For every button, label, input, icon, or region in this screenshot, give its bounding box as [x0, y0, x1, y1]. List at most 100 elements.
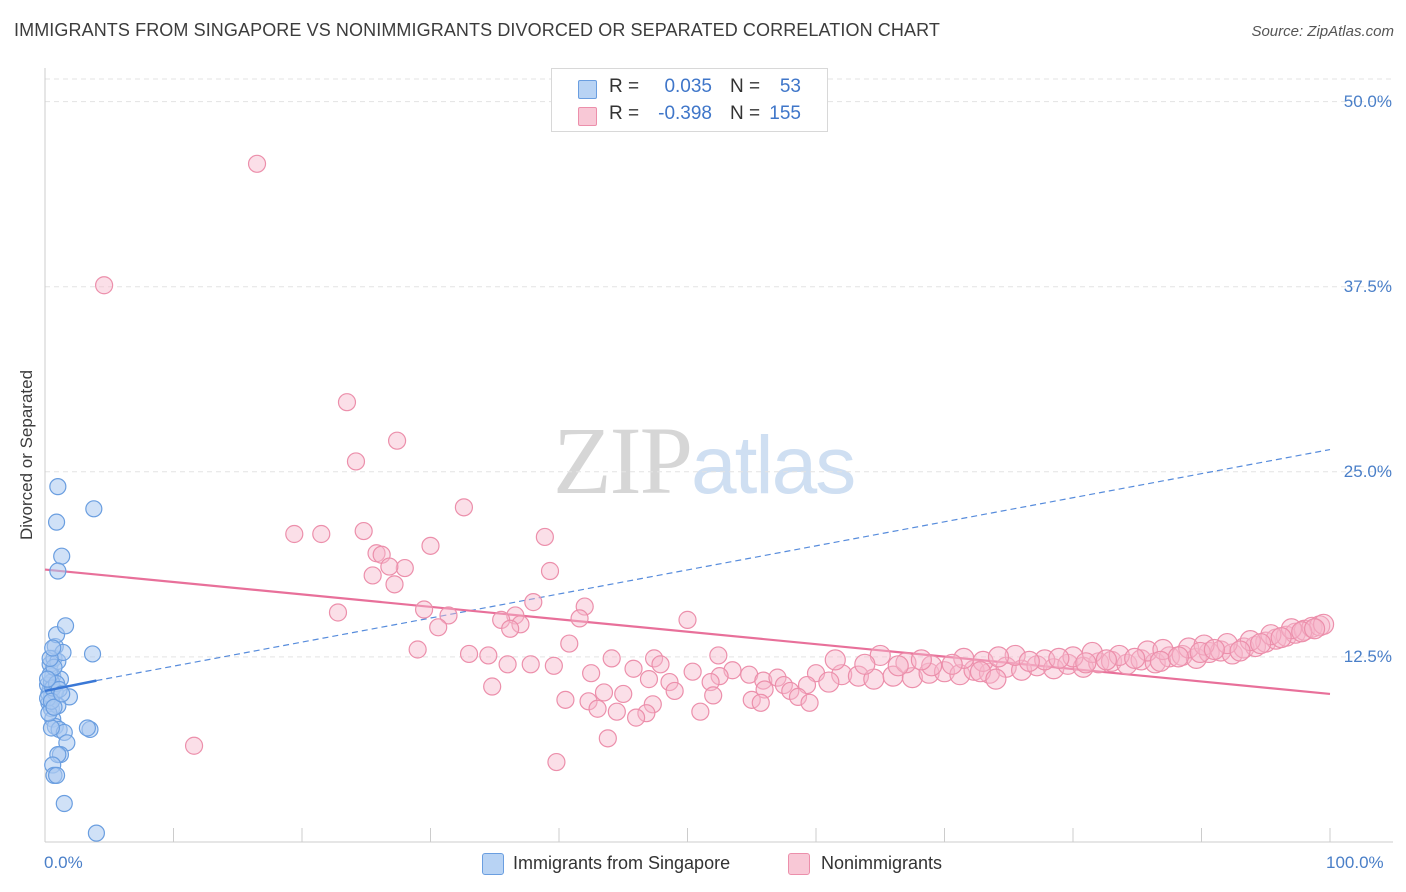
nonimmigrant-point [1216, 632, 1238, 655]
nonimmigrant-point [854, 653, 876, 675]
legend-n-value: 155 [769, 103, 801, 124]
nonimmigrant-point [626, 708, 646, 727]
nonimmigrant-point [521, 655, 540, 674]
singapore-point [53, 547, 71, 565]
nonimmigrant-point [665, 681, 684, 701]
watermark-zip: ZIP [553, 407, 693, 514]
nonimmigrant-point [949, 664, 971, 686]
nonimmigrant-point [454, 498, 474, 517]
nonimmigrant-point [395, 558, 414, 578]
nonimmigrant-point [547, 752, 566, 772]
nonimmigrant-point [570, 609, 589, 628]
singapore-point [38, 670, 57, 688]
nonimmigrant-point [614, 684, 633, 704]
nonimmigrant-point [969, 661, 992, 683]
nonimmigrant-point [660, 672, 679, 692]
legend-swatch-blue [578, 80, 597, 99]
nonimmigrant-point [544, 656, 563, 675]
nonimmigrant-point [598, 729, 617, 748]
nonimmigrant-point [643, 695, 662, 714]
nonimmigrant-point [818, 671, 840, 693]
chart-source: Source: ZipAtlas.com [1251, 23, 1394, 40]
singapore-trend-solid [44, 679, 97, 693]
nonimmigrant-point [1075, 652, 1097, 674]
nonimmigrant-point [921, 655, 943, 677]
nonimmigrant-point [594, 683, 614, 702]
nonimmigrant-point [651, 655, 670, 674]
singapore-trend-dashed [96, 449, 1331, 682]
nonimmigrant-point [459, 644, 479, 664]
legend-n-value: 53 [779, 76, 801, 97]
nonimmigrant-point [624, 659, 643, 678]
nonimmigrant-point [1004, 644, 1026, 667]
nonimmigrant-point [535, 527, 554, 547]
nonimmigrant-point [1095, 649, 1118, 671]
nonimmigrant-point [882, 665, 904, 687]
nonimmigrants-points [95, 154, 1335, 772]
nonimmigrant-point [285, 524, 304, 544]
watermark: ZIPatlas [553, 405, 856, 516]
y-tick-label: 12.5% [1343, 646, 1392, 666]
x-tick-label-min: 0.0% [44, 853, 83, 872]
nonimmigrant-point [511, 615, 530, 634]
nonimmigrant-point [1203, 638, 1225, 661]
legend-swatch-pink [578, 107, 597, 126]
nonimmigrant-point [506, 606, 525, 625]
axis-layer [44, 68, 1393, 843]
nonimmigrant-point [602, 649, 621, 668]
nonimmigrant-point [421, 536, 440, 555]
nonimmigrant-point [95, 276, 114, 295]
nonimmigrant-point [788, 687, 808, 706]
nonimmigrant-point [524, 593, 543, 612]
nonimmigrant-point [312, 524, 331, 544]
nonimmigrant-point [887, 655, 909, 677]
nonimmigrant-point [1291, 621, 1313, 643]
legend-r-value: -0.398 [658, 103, 712, 124]
nonimmigrant-point [701, 672, 720, 692]
nonimmigrant-point [768, 668, 787, 687]
legend-n-label: N = [730, 103, 761, 124]
nonimmigrant-point [483, 677, 502, 696]
bottom-legend-swatch-pink [788, 853, 810, 875]
nonimmigrant-point [354, 521, 373, 541]
nonimmigrant-point [328, 603, 348, 622]
bottom-legend-swatch-blue [482, 853, 504, 875]
singapore-point [45, 698, 63, 716]
nonimmigrant-point [709, 646, 728, 665]
nonimmigrant-point [385, 575, 404, 594]
nonimmigrant-point [1149, 650, 1171, 672]
nonimmigrant-point [498, 655, 517, 674]
trend-layer [44, 449, 1331, 696]
bottom-legend-label: Nonimmigrants [821, 853, 943, 873]
y-axis-title: Divorced or Separated [17, 369, 36, 541]
singapore-point [87, 824, 106, 842]
nonimmigrant-point [1043, 658, 1065, 680]
nonimmigrant-point [1167, 646, 1189, 668]
grid-layer [45, 78, 1393, 658]
watermark-atlas: atlas [691, 420, 856, 511]
nonimmigrant-point [1189, 641, 1211, 664]
nonimmigrant-point [678, 610, 697, 629]
singapore-point [56, 617, 75, 635]
nonimmigrant-point [683, 662, 702, 681]
nonimmigrant-point [1048, 647, 1070, 669]
singapore-point [44, 639, 62, 657]
singapore-point [49, 478, 67, 496]
singapore-point [53, 685, 71, 703]
nonimmigrant-point [501, 619, 520, 638]
nonimmigrant-point [247, 154, 267, 173]
nonimmigrant-point [1185, 647, 1207, 669]
chart-title: IMMIGRANTS FROM SINGAPORE VS NONIMMIGRAN… [14, 20, 940, 40]
nonimmigrant-point [387, 431, 407, 450]
nonimmigrant-point [582, 664, 601, 683]
nonimmigrant-point [710, 667, 729, 686]
nonimmigrant-point [1303, 618, 1326, 640]
nonimmigrant-point [479, 646, 498, 665]
legend-row-singapore: R = 0.035 N = 53 [552, 76, 827, 100]
y-tick-label: 25.0% [1343, 461, 1392, 481]
nonimmigrant-point [800, 693, 819, 712]
nonimmigrant-point [429, 618, 448, 637]
nonimmigrant-point [408, 640, 427, 659]
nonimmigrants-trend-line [44, 568, 1331, 696]
